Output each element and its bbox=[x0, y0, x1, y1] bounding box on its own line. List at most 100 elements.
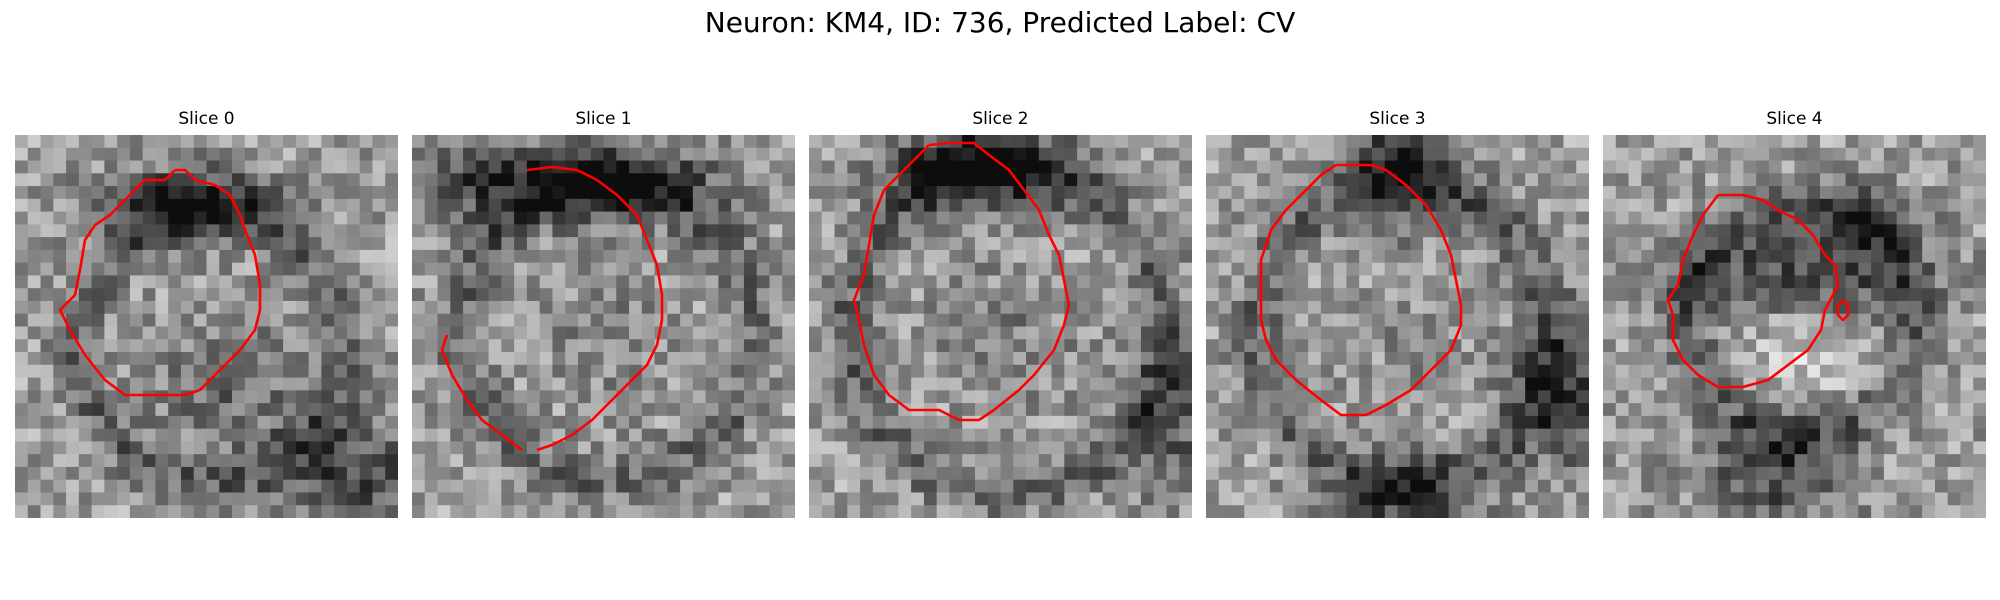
image-pixel bbox=[974, 173, 989, 187]
image-pixel bbox=[450, 352, 464, 366]
image-pixel bbox=[962, 237, 976, 251]
image-pixel bbox=[1102, 160, 1116, 174]
image-pixel bbox=[1896, 377, 1910, 391]
image-pixel bbox=[911, 249, 925, 264]
image-pixel bbox=[117, 211, 131, 225]
image-pixel bbox=[1410, 300, 1424, 315]
image-pixel bbox=[1654, 135, 1668, 149]
image-pixel bbox=[206, 135, 220, 149]
image-pixel bbox=[142, 428, 157, 442]
image-pixel bbox=[1308, 352, 1322, 366]
image-pixel bbox=[898, 352, 912, 366]
image-pixel bbox=[1102, 135, 1116, 149]
image-pixel bbox=[1128, 364, 1142, 379]
image-pixel bbox=[936, 249, 951, 264]
image-pixel bbox=[1282, 186, 1296, 200]
image-pixel bbox=[475, 198, 490, 213]
image-pixel bbox=[1102, 326, 1116, 340]
image-pixel bbox=[1858, 160, 1872, 174]
image-pixel bbox=[1140, 173, 1155, 187]
image-pixel bbox=[385, 377, 398, 391]
image-pixel bbox=[1257, 403, 1271, 417]
image-pixel bbox=[91, 135, 105, 149]
image-pixel bbox=[385, 160, 398, 174]
image-pixel bbox=[1000, 428, 1014, 442]
image-pixel bbox=[1896, 364, 1910, 379]
image-pixel bbox=[346, 326, 361, 340]
image-pixel bbox=[1960, 326, 1974, 340]
image-pixel bbox=[526, 135, 541, 149]
image-pixel bbox=[1654, 441, 1668, 455]
image-pixel bbox=[1934, 428, 1949, 442]
image-pixel bbox=[412, 390, 426, 404]
image-pixel bbox=[923, 249, 938, 264]
image-pixel bbox=[295, 237, 310, 251]
image-pixel bbox=[1038, 454, 1053, 468]
image-pixel bbox=[552, 403, 566, 417]
image-pixel bbox=[1679, 160, 1693, 174]
image-pixel bbox=[1244, 415, 1258, 430]
image-pixel bbox=[1435, 313, 1450, 328]
image-pixel bbox=[463, 339, 477, 353]
image-pixel bbox=[308, 198, 322, 213]
image-pixel bbox=[769, 249, 783, 264]
image-pixel bbox=[809, 441, 823, 455]
image-pixel bbox=[1166, 415, 1180, 430]
image-pixel bbox=[1550, 173, 1565, 187]
image-pixel bbox=[1423, 249, 1437, 264]
image-pixel bbox=[1410, 224, 1424, 238]
image-pixel bbox=[501, 403, 515, 417]
image-pixel bbox=[1384, 135, 1399, 149]
image-pixel bbox=[782, 364, 795, 379]
image-pixel bbox=[155, 441, 169, 455]
image-pixel bbox=[1371, 237, 1386, 251]
image-pixel bbox=[1705, 492, 1719, 506]
image-pixel bbox=[78, 300, 93, 315]
image-pixel bbox=[1858, 428, 1872, 442]
image-pixel bbox=[283, 479, 297, 494]
image-pixel bbox=[731, 160, 745, 174]
image-pixel bbox=[1615, 454, 1630, 468]
image-pixel bbox=[1512, 479, 1526, 494]
image-pixel bbox=[911, 492, 925, 506]
image-pixel bbox=[334, 403, 348, 417]
image-pixel bbox=[731, 352, 745, 366]
slice-panel-3: Slice 3 bbox=[1206, 108, 1589, 518]
image-pixel bbox=[885, 288, 899, 302]
image-pixel bbox=[641, 147, 656, 162]
image-pixel bbox=[1038, 147, 1053, 162]
image-pixel bbox=[1858, 390, 1872, 404]
image-pixel bbox=[1525, 428, 1539, 442]
image-pixel bbox=[834, 479, 848, 494]
image-pixel bbox=[1832, 364, 1847, 379]
image-pixel bbox=[412, 135, 426, 149]
image-pixel bbox=[1934, 415, 1949, 430]
image-pixel bbox=[1269, 403, 1284, 417]
image-pixel bbox=[424, 441, 439, 455]
image-pixel bbox=[359, 428, 374, 442]
image-pixel bbox=[1781, 135, 1796, 149]
image-pixel bbox=[1244, 275, 1258, 289]
image-pixel bbox=[1537, 454, 1552, 468]
image-pixel bbox=[372, 275, 386, 289]
image-pixel bbox=[1320, 300, 1335, 315]
image-pixel bbox=[718, 224, 732, 238]
image-pixel bbox=[53, 454, 67, 468]
image-pixel bbox=[1947, 479, 1962, 494]
image-pixel bbox=[1486, 441, 1501, 455]
image-pixel bbox=[860, 415, 874, 430]
image-pixel bbox=[359, 492, 374, 506]
image-pixel bbox=[987, 466, 1002, 481]
image-pixel bbox=[1257, 364, 1271, 379]
image-pixel bbox=[1077, 441, 1091, 455]
image-pixel bbox=[565, 352, 579, 366]
image-pixel bbox=[1679, 224, 1693, 238]
image-pixel bbox=[629, 390, 643, 404]
image-pixel bbox=[142, 147, 157, 162]
image-pixel bbox=[1730, 492, 1745, 506]
image-pixel bbox=[1973, 313, 1986, 328]
image-pixel bbox=[283, 160, 297, 174]
image-pixel bbox=[1845, 390, 1859, 404]
image-pixel bbox=[1781, 237, 1796, 251]
image-pixel bbox=[359, 364, 374, 379]
